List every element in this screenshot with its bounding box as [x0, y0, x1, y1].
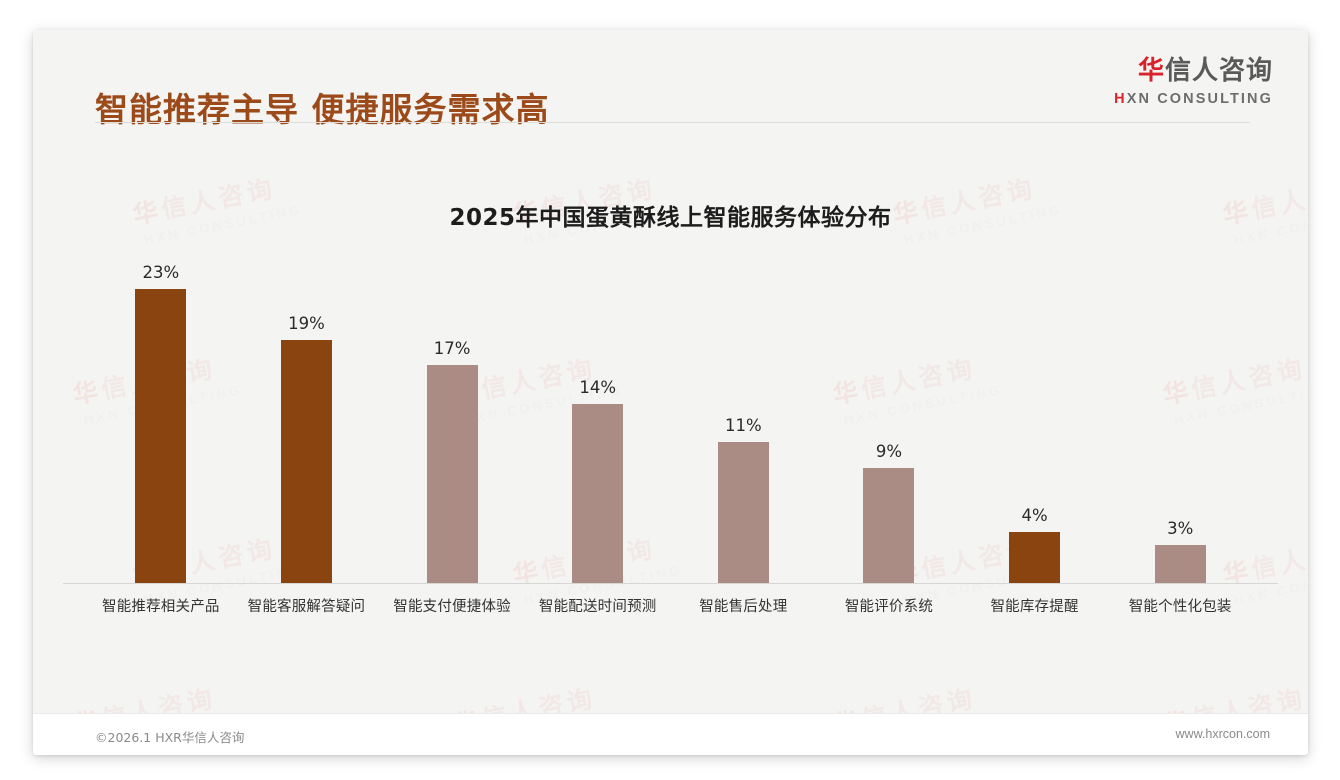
- brand-logo-english: HXN CONSULTING: [1114, 92, 1273, 107]
- bar[interactable]: [1009, 531, 1061, 583]
- copyright-text: ©2026.1 HXR华信人咨询: [95, 730, 245, 745]
- brand-logo-chinese-rest: 信人咨询: [1164, 56, 1273, 86]
- bar-series: 23% 19% 17% 14% 11% 9% 4% 3%: [88, 263, 1253, 583]
- x-axis-label: 智能评价系统: [844, 599, 934, 615]
- chart-title: 2025年中国蛋黄酥线上智能服务体验分布: [449, 205, 892, 231]
- bar[interactable]: [1154, 544, 1206, 583]
- x-axis-label: 智能售后处理: [699, 599, 788, 615]
- bar-slot: 11%: [671, 263, 817, 583]
- slide-header: 智能推荐主导 便捷服务需求高 华信人咨询 HXN CONSULTING: [33, 30, 1308, 153]
- bar-slot: 4%: [962, 263, 1108, 583]
- website-url: www.hxrcon.com: [1175, 727, 1270, 741]
- x-axis-label: 智能客服解答疑问: [247, 599, 366, 615]
- bar-slot: 3%: [1107, 263, 1253, 583]
- brand-logo-h-glyph: H: [1114, 91, 1127, 107]
- bar[interactable]: [717, 442, 769, 583]
- page-title: 智能推荐主导 便捷服务需求高: [95, 90, 550, 129]
- x-axis-label: 智能支付便捷体验: [393, 599, 511, 615]
- bar-chart: 2025年中国蛋黄酥线上智能服务体验分布 23% 19% 17% 14% 11% 9% 4%…: [33, 153, 1308, 673]
- bar-value-label: 11%: [724, 416, 762, 436]
- chart-plot-area: 23% 19% 17% 14% 11% 9% 4% 3%: [88, 263, 1253, 583]
- bar-slot: 9%: [816, 263, 962, 583]
- x-axis-labels: 智能推荐相关产品 智能客服解答疑问 智能支付便捷体验 智能配送时间预测 智能售后处理 智能…: [88, 595, 1253, 616]
- slide-card: 华信人咨询 HXN CONSULTING 华信人咨询 HXN CONSULTING 华信…: [33, 30, 1308, 755]
- bar-slot: 17%: [379, 263, 525, 583]
- bar[interactable]: [426, 365, 478, 583]
- bar-value-label: 3%: [1167, 518, 1194, 538]
- bar-value-label: 9%: [875, 441, 903, 461]
- brand-logo-english-rest: XN CONSULTING: [1126, 91, 1273, 107]
- bar-slot: 14%: [525, 263, 671, 583]
- bar-value-label: 19%: [288, 313, 325, 333]
- x-axis-label: 智能配送时间预测: [538, 599, 657, 615]
- bar[interactable]: [572, 403, 624, 583]
- x-axis-line: [63, 583, 1278, 584]
- x-axis-label: 智能个性化包装: [1128, 599, 1232, 615]
- slide-footer: ©2026.1 HXR华信人咨询 www.hxrcon.com: [33, 713, 1308, 755]
- bar-value-label: 4%: [1021, 505, 1048, 525]
- bar[interactable]: [280, 339, 332, 583]
- brand-logo-chinese: 华信人咨询: [1114, 58, 1273, 84]
- brand-logo-hua-glyph: 华: [1137, 56, 1165, 86]
- bar-value-label: 23%: [142, 263, 180, 282]
- bar-value-label: 14%: [579, 377, 617, 397]
- bar[interactable]: [135, 289, 187, 583]
- bar[interactable]: [863, 467, 915, 583]
- bar-slot: 23%: [88, 263, 234, 583]
- x-axis-label: 智能库存提醒: [990, 599, 1079, 615]
- brand-logo: 华信人咨询 HXN CONSULTING: [1114, 58, 1273, 107]
- bar-value-label: 17%: [433, 339, 471, 359]
- header-divider: [95, 122, 1250, 123]
- bar-slot: 19%: [234, 263, 380, 583]
- x-axis-label: 智能推荐相关产品: [102, 599, 220, 615]
